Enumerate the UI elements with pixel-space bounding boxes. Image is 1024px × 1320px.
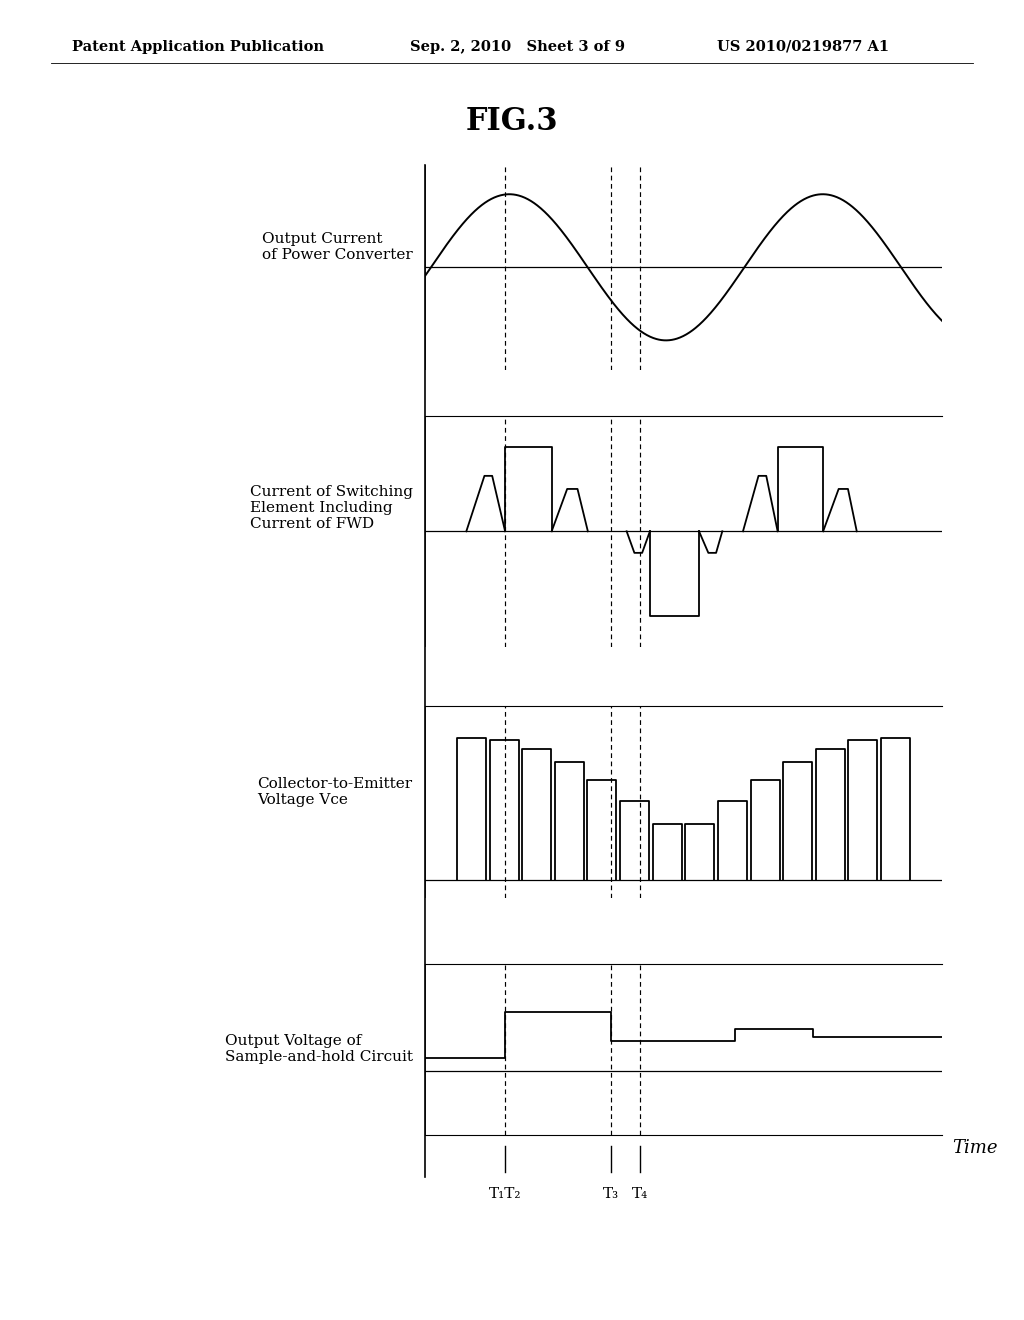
- Text: Current of Switching
Element Including
Current of FWD: Current of Switching Element Including C…: [250, 484, 413, 532]
- Text: Time: Time: [952, 1139, 998, 1158]
- Text: Output Current
of Power Converter: Output Current of Power Converter: [262, 232, 413, 261]
- Text: Collector-to-Emitter
Voltage Vce: Collector-to-Emitter Voltage Vce: [258, 777, 413, 808]
- Text: T₁T₂: T₁T₂: [488, 1187, 521, 1201]
- Text: Sep. 2, 2010   Sheet 3 of 9: Sep. 2, 2010 Sheet 3 of 9: [410, 40, 625, 54]
- Text: T₃: T₃: [603, 1187, 620, 1201]
- Text: US 2010/0219877 A1: US 2010/0219877 A1: [717, 40, 889, 54]
- Text: Patent Application Publication: Patent Application Publication: [72, 40, 324, 54]
- Text: Output Voltage of
Sample-and-hold Circuit: Output Voltage of Sample-and-hold Circui…: [224, 1035, 413, 1064]
- Text: FIG.3: FIG.3: [466, 106, 558, 136]
- Text: T₄: T₄: [632, 1187, 648, 1201]
